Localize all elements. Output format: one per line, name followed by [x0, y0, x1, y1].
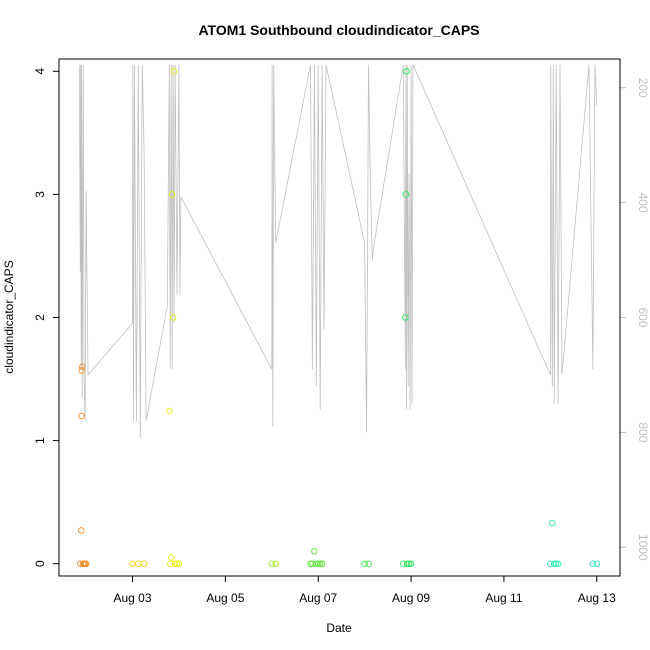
- data-point: [171, 560, 179, 567]
- data-point: [135, 560, 142, 567]
- data-point: [129, 560, 136, 567]
- x-tick-label: Aug 09: [392, 591, 430, 605]
- data-point: [402, 191, 410, 198]
- x-tick-label: Aug 03: [113, 591, 151, 605]
- y-axis-label: cloudindicator_CAPS: [2, 260, 16, 373]
- data-point: [318, 560, 326, 567]
- data-point: [175, 560, 183, 567]
- data-point: [82, 560, 90, 567]
- x-tick-label: Aug 07: [299, 591, 337, 605]
- data-point: [166, 407, 173, 415]
- data-point: [78, 367, 85, 374]
- data-point: [311, 548, 318, 555]
- chart-title: ATOM1 Southbound cloudindicator_CAPS: [198, 22, 479, 38]
- data-point: [403, 560, 411, 567]
- data-point: [589, 560, 597, 567]
- y2-tick-label: 400: [636, 193, 650, 213]
- data-point: [166, 560, 174, 567]
- y-tick-label: 2: [33, 314, 47, 321]
- data-point: [316, 560, 324, 567]
- data-point: [268, 560, 276, 567]
- data-point: [272, 560, 279, 567]
- points-layer: [77, 68, 601, 567]
- pressure-series-line: [78, 64, 598, 439]
- data-point: [403, 68, 410, 75]
- axes-layer: Aug 03 Aug 05 Aug 07 Aug 09 Aug 11 Aug 13 0 1 2 3…: [33, 68, 650, 605]
- data-point: [167, 554, 175, 561]
- data-point: [173, 560, 181, 567]
- y2-tick-label: 800: [636, 422, 650, 442]
- plot-frame: [58, 58, 621, 577]
- x-axis-label: Date: [326, 621, 352, 635]
- data-point: [168, 191, 176, 198]
- y2-tick-label: 200: [636, 78, 650, 98]
- data-point: [550, 560, 558, 567]
- data-point: [78, 412, 85, 420]
- x-tick-label: Aug 13: [578, 591, 616, 605]
- x-tick-label: Aug 11: [485, 591, 522, 605]
- y-tick-label: 4: [33, 68, 47, 75]
- data-point: [77, 527, 85, 534]
- data-point: [140, 560, 148, 567]
- data-point: [552, 560, 560, 567]
- y-tick-label: 0: [33, 560, 47, 567]
- data-point: [78, 363, 86, 370]
- data-point: [549, 519, 556, 527]
- y2-tick-label: 600: [636, 307, 650, 327]
- data-point: [170, 68, 178, 75]
- y-tick-label: 3: [33, 191, 47, 198]
- data-point: [402, 314, 409, 321]
- pressure-line-layer: [78, 64, 598, 439]
- y2-tick-label: 1000: [636, 534, 650, 561]
- data-point: [593, 560, 601, 567]
- x-tick-label: Aug 05: [206, 591, 244, 605]
- data-point: [365, 560, 372, 567]
- data-point: [361, 560, 368, 567]
- data-point: [314, 560, 322, 567]
- data-point: [407, 560, 415, 567]
- y-tick-label: 1: [33, 437, 47, 444]
- data-point: [554, 560, 562, 567]
- data-point: [169, 314, 177, 321]
- data-point: [405, 560, 413, 567]
